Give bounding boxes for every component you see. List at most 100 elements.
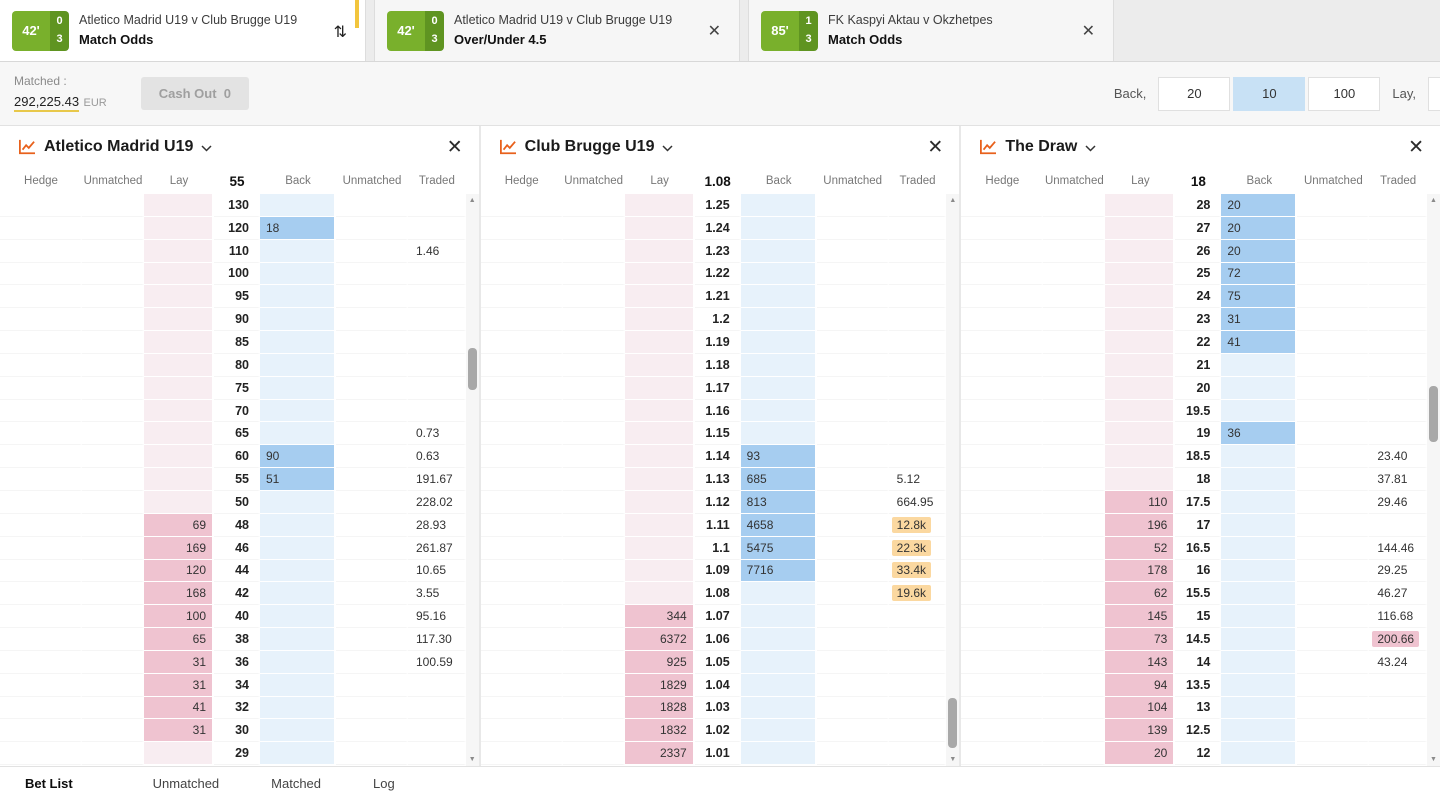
back-cell[interactable] (1221, 536, 1298, 560)
runner-title[interactable]: Club Brugge U19 (524, 138, 655, 155)
back-cell[interactable] (260, 650, 336, 674)
ladder-scrollbar[interactable]: ▲ ▼ (465, 194, 479, 766)
back-cell[interactable] (1221, 376, 1298, 400)
back-cell[interactable] (1221, 559, 1298, 583)
hedge-cell[interactable] (0, 331, 82, 354)
lay-cell[interactable] (144, 376, 214, 400)
hedge-cell[interactable] (0, 399, 82, 423)
price-cell[interactable]: 16 (1175, 559, 1222, 583)
price-cell[interactable]: 12 (1175, 742, 1222, 766)
price-cell[interactable]: 19.5 (1175, 399, 1222, 423)
price-cell[interactable]: 20 (1175, 376, 1222, 400)
lay-cell[interactable]: 52 (1105, 536, 1176, 560)
price-cell[interactable]: 26 (1175, 239, 1222, 263)
lay-cell[interactable]: 168 (144, 582, 214, 606)
ladder-scrollbar[interactable]: ▲ ▼ (946, 194, 960, 766)
price-cell[interactable]: 1.06 (694, 628, 741, 651)
lay-cell[interactable] (624, 445, 695, 469)
lay-cell[interactable]: 62 (1105, 582, 1176, 606)
price-cell[interactable]: 1.24 (694, 216, 741, 240)
lay-cell[interactable]: 1832 (624, 719, 695, 743)
price-cell[interactable]: 1.17 (694, 376, 741, 400)
hedge-cell[interactable] (0, 513, 82, 537)
lay-cell[interactable] (624, 422, 695, 446)
back-cell[interactable] (260, 490, 336, 514)
lay-cell[interactable] (624, 376, 695, 400)
back-cell[interactable] (260, 628, 336, 651)
price-cell[interactable]: 25 (1175, 262, 1222, 286)
hedge-cell[interactable] (0, 216, 82, 240)
back-cell[interactable] (260, 262, 336, 286)
lay-cell[interactable] (624, 262, 695, 286)
back-cell[interactable] (740, 285, 817, 309)
back-cell[interactable] (260, 422, 336, 446)
hedge-cell[interactable] (480, 582, 563, 606)
lay-cell[interactable] (144, 742, 214, 766)
back-cell[interactable] (1221, 742, 1298, 766)
back-cell[interactable] (740, 605, 817, 629)
scroll-up-icon[interactable]: ▲ (949, 197, 957, 204)
lay-cell[interactable] (144, 490, 214, 514)
back-cell[interactable] (740, 719, 817, 743)
price-cell[interactable]: 13.5 (1175, 673, 1222, 697)
lay-cell[interactable] (144, 399, 214, 423)
scrollbar-thumb[interactable] (1429, 386, 1439, 442)
back-cell[interactable] (740, 422, 817, 446)
price-cell[interactable]: 95 (214, 285, 260, 309)
lay-cell[interactable] (624, 399, 695, 423)
lay-cell[interactable]: 20 (1105, 742, 1176, 766)
stake-preset-button[interactable]: 10 (1233, 76, 1306, 111)
chart-icon[interactable] (979, 139, 997, 155)
cash-out-button[interactable]: Cash Out 0 (140, 77, 250, 110)
back-cell[interactable] (260, 194, 336, 217)
lay-cell[interactable] (624, 308, 695, 332)
back-cell[interactable] (740, 696, 817, 720)
back-cell[interactable] (260, 331, 336, 354)
price-cell[interactable]: 55 (214, 468, 260, 491)
lay-cell[interactable]: 1829 (624, 673, 695, 697)
lay-cell[interactable] (144, 262, 214, 286)
hedge-cell[interactable] (0, 696, 82, 720)
lay-cell[interactable]: 178 (1105, 559, 1176, 583)
lay-cell[interactable] (1105, 285, 1176, 309)
back-cell[interactable] (740, 742, 817, 766)
lay-cell[interactable] (144, 308, 214, 332)
lay-cell[interactable] (624, 194, 695, 217)
price-cell[interactable]: 32 (214, 696, 260, 720)
back-cell[interactable] (260, 742, 336, 766)
bottom-tab-bet-list[interactable]: Bet List (25, 776, 73, 791)
back-cell[interactable] (740, 650, 817, 674)
close-tab-icon[interactable]: ✕ (707, 22, 721, 40)
price-cell[interactable]: 1.12 (694, 490, 741, 514)
lay-cell[interactable]: 31 (144, 673, 214, 697)
price-cell[interactable]: 15.5 (1175, 582, 1222, 606)
lay-cell[interactable] (624, 513, 695, 537)
price-cell[interactable]: 1.01 (694, 742, 741, 766)
price-cell[interactable]: 1.15 (694, 422, 741, 446)
hedge-cell[interactable] (0, 490, 82, 514)
lay-cell[interactable] (1105, 399, 1176, 423)
lay-cell[interactable] (144, 216, 214, 240)
hedge-cell[interactable] (480, 194, 563, 217)
price-cell[interactable]: 27 (1175, 216, 1222, 240)
scroll-up-icon[interactable]: ▲ (468, 197, 476, 204)
back-cell[interactable] (260, 605, 336, 629)
price-cell[interactable]: 60 (214, 445, 260, 469)
lay-cell[interactable]: 143 (1105, 650, 1176, 674)
price-cell[interactable]: 29 (214, 742, 260, 766)
bottom-tab-unmatched[interactable]: Unmatched (152, 776, 220, 791)
back-cell[interactable] (1221, 445, 1298, 469)
back-cell[interactable] (1221, 513, 1298, 537)
hedge-cell[interactable] (480, 536, 563, 560)
hedge-cell[interactable] (0, 628, 82, 651)
price-cell[interactable]: 120 (214, 216, 260, 240)
price-cell[interactable]: 16.5 (1175, 536, 1222, 560)
hedge-cell[interactable] (480, 696, 563, 720)
hedge-cell[interactable] (961, 331, 1044, 354)
close-tab-icon[interactable]: ✕ (1081, 22, 1095, 40)
back-cell[interactable] (740, 399, 817, 423)
hedge-cell[interactable] (0, 559, 82, 583)
hedge-cell[interactable] (961, 513, 1044, 537)
back-cell[interactable]: 813 (740, 490, 817, 514)
back-cell[interactable] (260, 673, 336, 697)
